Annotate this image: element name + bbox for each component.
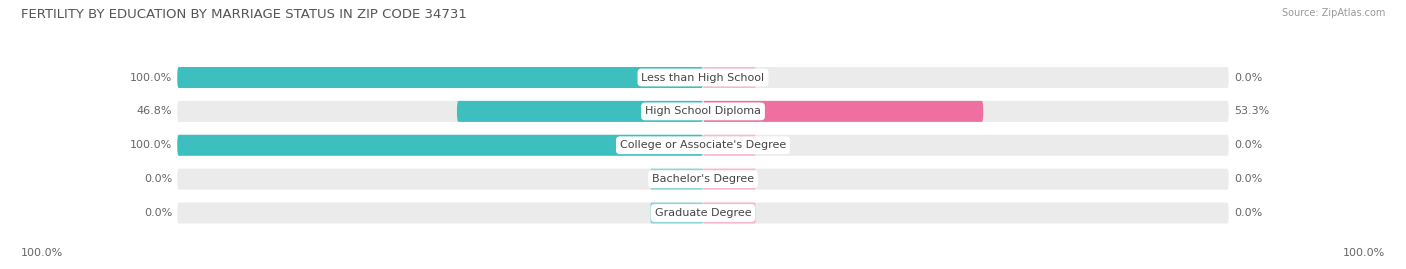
Text: College or Associate's Degree: College or Associate's Degree: [620, 140, 786, 150]
FancyBboxPatch shape: [177, 67, 1229, 88]
FancyBboxPatch shape: [651, 203, 703, 224]
Text: Source: ZipAtlas.com: Source: ZipAtlas.com: [1281, 8, 1385, 18]
Text: 100.0%: 100.0%: [21, 248, 63, 258]
Text: Bachelor's Degree: Bachelor's Degree: [652, 174, 754, 184]
Text: FERTILITY BY EDUCATION BY MARRIAGE STATUS IN ZIP CODE 34731: FERTILITY BY EDUCATION BY MARRIAGE STATU…: [21, 8, 467, 21]
FancyBboxPatch shape: [177, 203, 1229, 224]
Text: 46.8%: 46.8%: [136, 106, 172, 116]
FancyBboxPatch shape: [703, 67, 755, 88]
FancyBboxPatch shape: [703, 101, 983, 122]
FancyBboxPatch shape: [177, 135, 1229, 156]
Text: 0.0%: 0.0%: [1234, 73, 1263, 83]
Text: 100.0%: 100.0%: [129, 73, 172, 83]
FancyBboxPatch shape: [651, 169, 703, 190]
FancyBboxPatch shape: [703, 135, 755, 156]
Text: High School Diploma: High School Diploma: [645, 106, 761, 116]
FancyBboxPatch shape: [457, 101, 703, 122]
FancyBboxPatch shape: [177, 135, 703, 156]
Text: 100.0%: 100.0%: [129, 140, 172, 150]
Text: 0.0%: 0.0%: [1234, 140, 1263, 150]
Text: Less than High School: Less than High School: [641, 73, 765, 83]
Text: 0.0%: 0.0%: [1234, 174, 1263, 184]
FancyBboxPatch shape: [703, 203, 755, 224]
Text: 0.0%: 0.0%: [143, 208, 172, 218]
Text: Graduate Degree: Graduate Degree: [655, 208, 751, 218]
Text: 53.3%: 53.3%: [1234, 106, 1270, 116]
Text: 100.0%: 100.0%: [1343, 248, 1385, 258]
Text: 0.0%: 0.0%: [143, 174, 172, 184]
FancyBboxPatch shape: [177, 101, 1229, 122]
FancyBboxPatch shape: [177, 169, 1229, 190]
Text: 0.0%: 0.0%: [1234, 208, 1263, 218]
FancyBboxPatch shape: [703, 169, 755, 190]
FancyBboxPatch shape: [177, 67, 703, 88]
